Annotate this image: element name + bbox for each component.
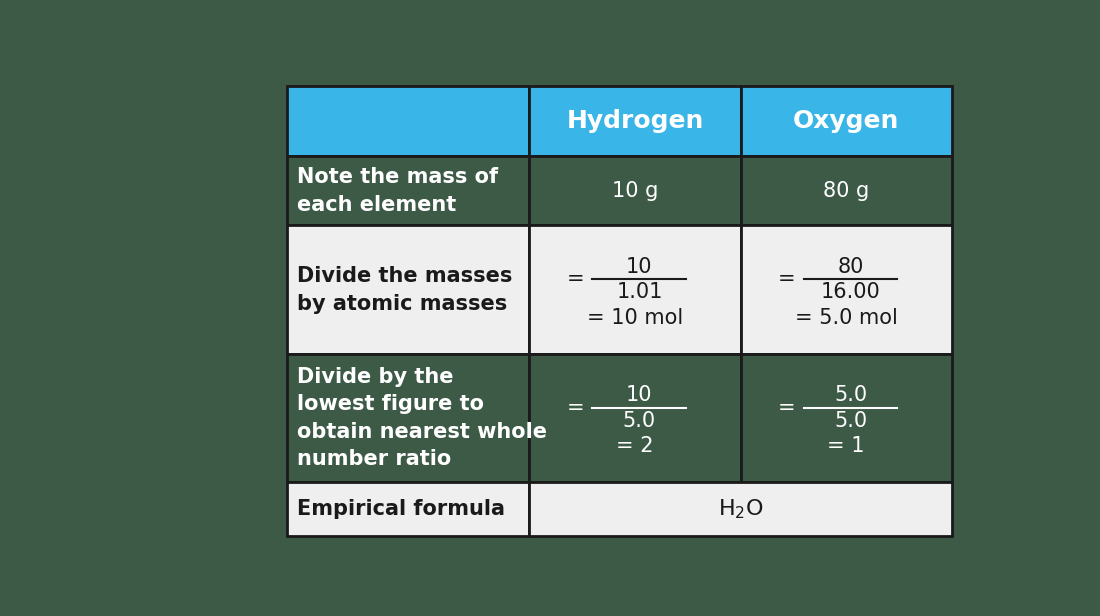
Text: Oxygen: Oxygen: [793, 108, 900, 132]
Bar: [529, 482, 952, 537]
Bar: [740, 86, 952, 156]
Text: H$_2$O: H$_2$O: [717, 498, 763, 521]
Text: 16.00: 16.00: [821, 282, 880, 302]
Bar: [287, 86, 529, 156]
Bar: [287, 354, 529, 482]
Bar: [529, 225, 740, 354]
Bar: [740, 354, 952, 482]
Text: =: =: [778, 398, 795, 418]
Bar: [529, 354, 740, 482]
Text: =: =: [566, 269, 584, 290]
Text: 1.01: 1.01: [616, 282, 662, 302]
Bar: [287, 225, 529, 354]
Text: = 5.0 mol: = 5.0 mol: [795, 308, 898, 328]
Bar: [529, 86, 740, 156]
Text: Divide by the
lowest figure to
obtain nearest whole
number ratio: Divide by the lowest figure to obtain ne…: [297, 367, 547, 469]
Text: =: =: [566, 398, 584, 418]
Text: 5.0: 5.0: [834, 411, 867, 431]
Bar: [529, 156, 740, 225]
Bar: [740, 156, 952, 225]
Text: = 10 mol: = 10 mol: [587, 308, 683, 328]
Text: 80: 80: [837, 256, 864, 277]
Text: Note the mass of
each element: Note the mass of each element: [297, 166, 498, 214]
Text: Hydrogen: Hydrogen: [566, 108, 704, 132]
Text: 5.0: 5.0: [834, 385, 867, 405]
Text: = 1: = 1: [827, 436, 865, 456]
Text: = 2: = 2: [616, 436, 653, 456]
Text: 5.0: 5.0: [623, 411, 656, 431]
Text: Divide the masses
by atomic masses: Divide the masses by atomic masses: [297, 265, 513, 314]
Text: 80 g: 80 g: [823, 180, 869, 201]
Text: 10: 10: [626, 385, 652, 405]
Text: =: =: [778, 269, 795, 290]
Text: Empirical formula: Empirical formula: [297, 500, 505, 519]
Bar: [287, 482, 529, 537]
Text: 10: 10: [626, 256, 652, 277]
Bar: [287, 156, 529, 225]
Bar: [740, 225, 952, 354]
Text: 10 g: 10 g: [612, 180, 658, 201]
